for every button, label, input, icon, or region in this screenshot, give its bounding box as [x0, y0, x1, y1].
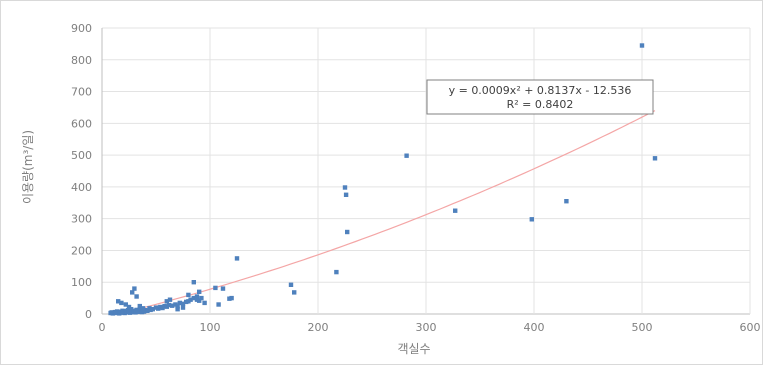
data-point: [175, 304, 180, 309]
y-tick-label: 200: [71, 244, 92, 257]
trendline-r-squared: R² = 0.8402: [507, 98, 574, 111]
data-point: [453, 208, 458, 213]
data-point: [199, 295, 204, 301]
data-point: [162, 303, 167, 309]
data-point: [119, 300, 124, 306]
data-point: [177, 300, 182, 306]
y-tick-label: 0: [85, 308, 92, 321]
data-point: [202, 300, 207, 306]
trendline-equation-box: y = 0.0009x² + 0.8137x - 12.536 R² = 0.8…: [426, 79, 654, 115]
x-tick-label: 200: [308, 321, 329, 334]
data-point: [197, 289, 202, 294]
data-point: [129, 307, 134, 312]
data-point: [404, 153, 409, 158]
data-point: [123, 302, 128, 307]
y-tick-label: 900: [71, 22, 92, 35]
data-point: [188, 297, 193, 302]
data-point: [652, 156, 658, 161]
data-point: [345, 229, 350, 235]
data-point: [175, 307, 180, 312]
data-point: [334, 269, 339, 275]
data-point: [170, 303, 175, 308]
data-point: [150, 307, 155, 312]
data-point: [529, 217, 534, 222]
data-point: [167, 297, 173, 302]
data-point: [140, 306, 146, 311]
y-axis-ticks: 0 100 200 300 400 500 600 700 800 900: [71, 22, 92, 321]
data-point: [180, 305, 186, 310]
data-point: [288, 282, 294, 287]
data-point: [213, 285, 218, 291]
x-tick-label: 300: [416, 321, 437, 334]
data-point: [343, 192, 349, 197]
y-tick-label: 300: [71, 213, 92, 226]
data-point: [145, 308, 150, 313]
y-tick-label: 400: [71, 181, 92, 194]
data-point: [342, 185, 348, 190]
data-point: [180, 301, 186, 306]
x-tick-label: 0: [99, 321, 106, 334]
y-tick-label: 100: [71, 276, 92, 289]
y-tick-label: 800: [71, 54, 92, 67]
grid-lines: [101, 27, 751, 315]
data-point: [186, 292, 191, 298]
data-point: [148, 307, 153, 313]
data-point: [134, 294, 139, 299]
data-point: [164, 299, 169, 304]
data-point: [194, 294, 200, 299]
x-tick-label: 600: [740, 321, 761, 334]
x-axis-title: 객실수: [397, 342, 430, 356]
data-point: [130, 290, 135, 295]
data-point: [220, 286, 226, 291]
data-point: [292, 290, 297, 295]
y-tick-label: 600: [71, 117, 92, 130]
data-point: [564, 199, 569, 204]
trendline: [134, 110, 656, 311]
x-tick-label: 500: [632, 321, 653, 334]
y-tick-label: 500: [71, 149, 92, 162]
data-point: [116, 299, 121, 304]
data-point: [234, 256, 240, 261]
y-axis-title: 이용량(m³/일): [21, 130, 35, 204]
data-point: [229, 295, 234, 301]
data-point: [126, 304, 132, 310]
x-axis-ticks: 0 100 200 300 400 500 600: [99, 321, 761, 334]
data-point: [194, 297, 200, 302]
x-tick-label: 100: [200, 321, 221, 334]
data-point: [216, 302, 221, 307]
data-point: [191, 295, 196, 301]
x-tick-label: 400: [524, 321, 545, 334]
data-point: [137, 303, 142, 309]
y-tick-label: 700: [71, 86, 92, 99]
data-point: [639, 43, 645, 48]
data-point: [166, 302, 172, 308]
data-point: [191, 280, 196, 285]
trendline-equation: y = 0.0009x² + 0.8137x - 12.536: [449, 84, 632, 97]
data-points: [108, 43, 658, 316]
data-point: [132, 286, 137, 291]
